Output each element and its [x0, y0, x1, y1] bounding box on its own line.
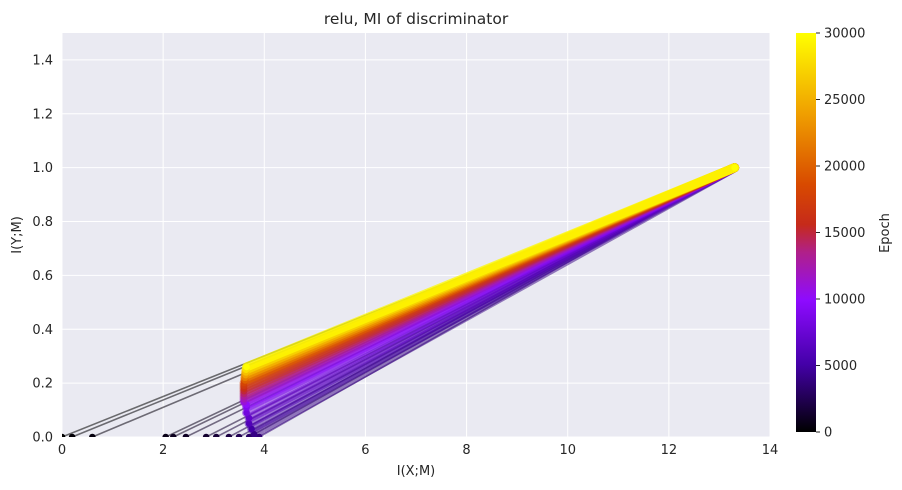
chart-title: relu, MI of discriminator	[324, 10, 509, 28]
trajectory-point	[250, 431, 258, 437]
y-tick-label: 1.0	[32, 161, 53, 176]
y-tick-label: 1.2	[32, 107, 53, 122]
trajectory-point	[62, 433, 66, 437]
trajectory-point	[243, 409, 250, 417]
y-axis-label: I(Y;M)	[10, 216, 25, 254]
x-tick-label: 2	[159, 443, 167, 458]
trajectory-point	[212, 433, 220, 437]
x-tick-labels: 0 2 4 6 8 10 12 14	[58, 443, 778, 458]
x-tick-label: 6	[361, 443, 369, 458]
y-tick-label: 0.8	[32, 215, 53, 230]
trajectory-point	[245, 414, 253, 422]
x-tick-label: 14	[762, 443, 779, 458]
trajectory-point	[255, 433, 263, 437]
trajectory-point	[182, 433, 190, 437]
trajectory-point	[243, 363, 250, 371]
trajectory-lines	[62, 163, 740, 437]
trajectory-point	[245, 420, 253, 427]
colorbar-tick-label: 20000	[824, 160, 865, 175]
x-axis-label: I(X;M)	[397, 464, 435, 479]
trajectory-point	[225, 433, 233, 437]
x-tick-label: 4	[260, 443, 268, 458]
trajectory-point	[202, 433, 210, 437]
x-tick-label: 8	[462, 443, 470, 458]
y-tick-label: 0.6	[32, 269, 53, 284]
trajectory-point	[162, 433, 169, 437]
endpoint-marker	[731, 164, 738, 171]
colorbar-tick-label: 25000	[824, 93, 865, 108]
colorbar-tick-label: 0	[824, 426, 832, 441]
y-tick-label: 0.4	[32, 323, 53, 338]
x-tick-label: 10	[559, 443, 576, 458]
x-tick-label: 12	[661, 443, 678, 458]
colorbar	[796, 33, 816, 432]
colorbar-tick-label: 30000	[824, 27, 865, 42]
trajectory-point	[169, 433, 177, 437]
trajectory-point	[89, 433, 96, 437]
colorbar-tick-label: 5000	[824, 359, 857, 374]
y-tick-label: 0.0	[32, 431, 53, 446]
colorbar-tick-label: 15000	[824, 226, 865, 241]
colorbar-tick-labels: 0 5000 10000 15000 20000 25000 30000	[816, 27, 865, 441]
trajectory-point	[235, 433, 243, 437]
trajectory-line	[242, 163, 740, 372]
y-tick-label: 1.4	[32, 53, 53, 68]
trajectory-point	[245, 433, 253, 437]
trajectory-point	[68, 433, 76, 437]
plot-area	[62, 33, 770, 437]
trajectory-points	[62, 164, 738, 437]
colorbar-label: Epoch	[878, 213, 893, 253]
colorbar-tick-label: 10000	[824, 293, 865, 308]
y-tick-label: 0.2	[32, 377, 53, 392]
y-tick-labels: 0.0 0.2 0.4 0.6 0.8 1.0 1.2 1.4	[32, 53, 53, 445]
trajectory-point	[248, 425, 255, 433]
x-tick-label: 0	[58, 443, 66, 458]
